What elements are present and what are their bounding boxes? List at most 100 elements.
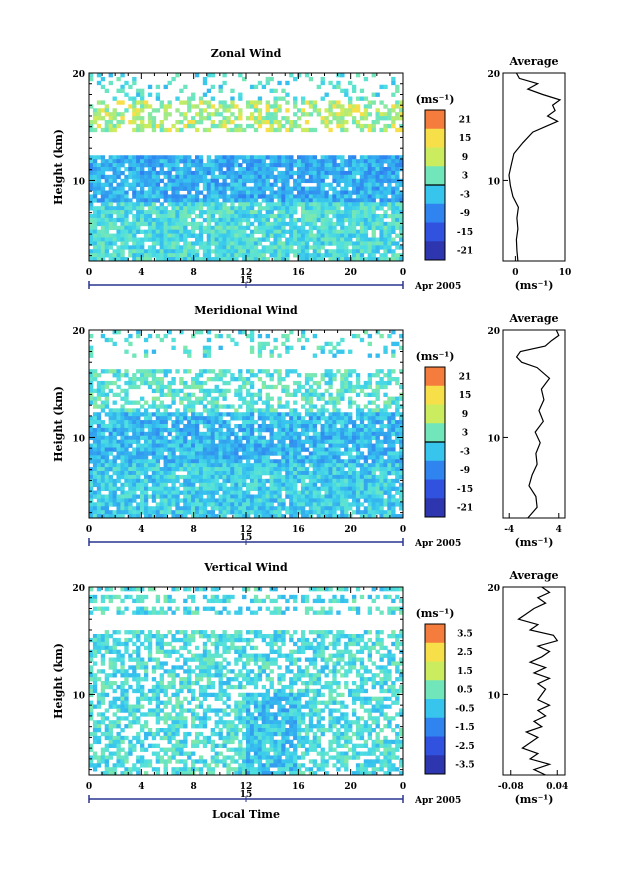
heatmap-cell — [375, 116, 380, 121]
heatmap-cell — [387, 249, 392, 254]
heatmap-cell — [316, 463, 321, 468]
heatmap-cell — [300, 467, 306, 472]
heatmap-cell — [293, 182, 298, 187]
heatmap-cell — [257, 241, 263, 246]
heatmap-cell — [324, 408, 329, 413]
heatmap-cell — [359, 337, 365, 343]
heatmap-cell — [128, 439, 133, 444]
heatmap-cell — [222, 506, 227, 511]
heatmap-cell — [355, 447, 361, 452]
heatmap-cell — [96, 214, 102, 219]
heatmap-cell — [234, 463, 239, 468]
heatmap-cell — [391, 206, 396, 211]
heatmap-cell — [92, 404, 98, 409]
heatmap-cell — [297, 178, 302, 184]
heatmap-cell — [218, 373, 223, 378]
heatmap-cell — [183, 506, 188, 511]
heatmap-cell — [171, 237, 176, 242]
heatmap-cell — [395, 225, 400, 231]
heatmap-cell — [140, 217, 145, 223]
heatmap-cell — [285, 206, 290, 211]
heatmap-cell — [159, 217, 164, 223]
heatmap-cell — [316, 345, 321, 350]
heatmap-cell — [395, 88, 400, 93]
heatmap-cell — [179, 233, 184, 238]
heatmap-cell — [371, 420, 376, 425]
heatmap-cell — [202, 225, 208, 231]
heatmap-cell — [132, 427, 137, 433]
heatmap-cell — [363, 424, 369, 429]
heatmap-cell — [187, 459, 192, 464]
heatmap-cell — [132, 245, 137, 250]
heatmap-cell — [159, 210, 164, 215]
heatmap-cell — [340, 502, 345, 507]
heatmap-cell — [375, 167, 380, 172]
heatmap-cell — [179, 253, 184, 258]
heatmap-cell — [183, 474, 188, 480]
heatmap-cell — [355, 249, 361, 254]
heatmap-cell — [332, 178, 337, 184]
heatmap-cell — [249, 333, 255, 339]
heatmap-cell — [163, 84, 168, 90]
heatmap-cell — [281, 424, 286, 429]
heatmap-cell — [226, 467, 231, 472]
heatmap-cell — [194, 506, 200, 511]
heatmap-cell — [230, 190, 235, 195]
heatmap-cell — [285, 229, 290, 234]
heatmap-cell — [179, 249, 184, 254]
heatmap-cell — [210, 170, 216, 176]
heatmap-cell — [198, 506, 204, 511]
heatmap-cell — [320, 498, 325, 503]
heatmap-cell — [112, 163, 117, 168]
heatmap-cell — [253, 229, 259, 234]
heatmap-cell — [124, 474, 129, 480]
heatmap-cell — [155, 490, 161, 495]
heatmap-cell — [132, 451, 137, 456]
heatmap-cell — [257, 221, 263, 227]
heatmap-cell — [187, 506, 192, 511]
heatmap-cell — [304, 217, 310, 223]
heatmap-cell — [253, 182, 259, 187]
heatmap-cell — [222, 455, 227, 460]
heatmap-cell — [112, 186, 117, 191]
heatmap-cell — [242, 241, 247, 246]
heatmap-cell — [198, 237, 204, 242]
heatmap-cell — [320, 233, 325, 238]
heatmap-cell — [363, 214, 369, 219]
heatmap-cell — [143, 253, 149, 258]
heatmap-cell — [316, 490, 321, 495]
heatmap-cell — [261, 167, 267, 172]
heatmap-cell — [363, 163, 369, 168]
heatmap-cell — [328, 474, 333, 480]
heatmap-cell — [147, 229, 153, 234]
heatmap-cell — [383, 202, 388, 207]
heatmap-cell — [234, 253, 239, 258]
heatmap-cell — [375, 416, 380, 421]
heatmap-cell — [202, 163, 208, 168]
heatmap-cell — [249, 416, 255, 421]
heatmap-cell — [261, 427, 267, 433]
heatmap-cell — [222, 424, 227, 429]
heatmap-cell — [175, 159, 180, 164]
heatmap-cell — [340, 349, 345, 354]
heatmap-cell — [159, 471, 164, 476]
heatmap-cell — [340, 170, 345, 176]
heatmap-cell — [348, 233, 353, 238]
heatmap-cell — [328, 225, 333, 231]
heatmap-cell — [167, 490, 172, 495]
heatmap-cell — [344, 210, 349, 215]
heatmap-cell — [96, 241, 102, 246]
heatmap-cell — [179, 467, 184, 472]
heatmap-cell — [198, 467, 204, 472]
heatmap-cell — [171, 439, 176, 444]
heatmap-cell — [179, 400, 184, 405]
heatmap-cell — [351, 186, 357, 191]
heatmap-cell — [391, 104, 396, 109]
heatmap-cell — [253, 155, 259, 160]
heatmap-cell — [351, 249, 357, 254]
heatmap-cell — [206, 369, 212, 374]
heatmap-cell — [387, 463, 392, 468]
heatmap-cell — [261, 459, 267, 464]
heatmap-cell — [269, 439, 274, 444]
heatmap-cell — [163, 369, 168, 374]
